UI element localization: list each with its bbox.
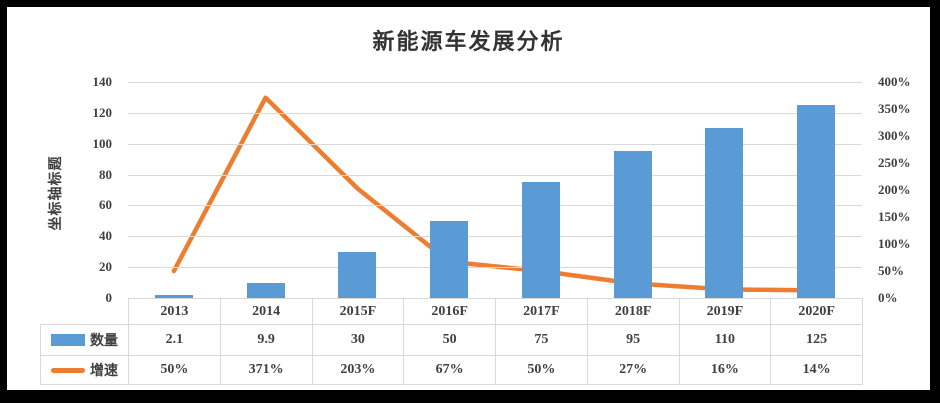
bar-2018F (613, 151, 652, 298)
value-cell: 9.9 (219, 324, 313, 356)
table-corner-cell (41, 299, 129, 325)
left-axis-tick: 140 (92, 74, 113, 89)
value-cell: 110 (678, 324, 772, 356)
left-axis-tick: 60 (99, 197, 112, 213)
table-row: 增速 50% 371% 203% 67% 50% 27% 16% 14% (40, 355, 863, 385)
category-header-cell: 2013 (128, 298, 221, 325)
category-header-cell: 2020F (770, 298, 863, 325)
bar-2020F (797, 105, 836, 298)
bar-2016F (430, 220, 469, 298)
bar-legend-swatch-icon (51, 334, 85, 346)
value-cell: 50 (403, 324, 496, 356)
line-legend-swatch-icon (51, 367, 85, 373)
bar-2019F (705, 128, 744, 298)
table-row: 数量 2.1 9.9 30 50 75 95 110 125 (40, 324, 863, 356)
right-axis-tick: 150% (878, 209, 911, 224)
value-cell: 95 (586, 324, 680, 356)
right-axis-tick: 0% (878, 290, 898, 305)
gridline (128, 174, 862, 176)
left-axis-tick: 80 (99, 166, 112, 182)
category-header-cell: 2014 (219, 298, 313, 325)
value-cell: 371% (219, 355, 313, 385)
bar-2013 (154, 294, 193, 298)
left-axis-tick: 20 (99, 259, 112, 275)
right-axis-tick: 250% (878, 155, 911, 170)
value-cell: 203% (311, 355, 405, 385)
category-header-cell: 2015F (311, 298, 405, 325)
right-axis-tick: 400% (878, 74, 911, 89)
value-cell: 50% (495, 355, 588, 385)
bar-2014 (246, 282, 285, 298)
left-axis-tick: 120 (92, 104, 113, 120)
value-cell: 27% (586, 355, 680, 385)
gridline (128, 236, 862, 238)
chart-area: 新能源车发展分析 坐标轴标题 140 120 100 80 60 40 20 0 400% 35… (7, 7, 930, 390)
gridline (128, 112, 862, 114)
left-axis-tick: 100 (92, 135, 113, 151)
series-name-label: 数量 (90, 334, 118, 349)
gridline (128, 267, 862, 269)
value-cell: 2.1 (128, 324, 221, 356)
right-axis-tick: 200% (878, 182, 911, 197)
category-header-cell: 2017F (495, 298, 588, 325)
chart-title: 新能源车发展分析 (372, 29, 565, 54)
legend-cell-quantity: 数量 (40, 324, 129, 356)
plot-area (128, 82, 862, 298)
bar-2015F (338, 251, 377, 298)
value-cell: 16% (678, 355, 772, 385)
right-axis-tick: 50% (878, 263, 904, 278)
left-axis-tick: 0 (105, 290, 113, 305)
gridline (128, 82, 862, 83)
left-axis-tick: 40 (99, 228, 112, 244)
data-table: 2013 2014 2015F 2016F 2017F 2018F 2019F 2020F 数量… (40, 298, 863, 385)
right-axis-tick: 100% (878, 236, 911, 251)
value-cell: 30 (311, 324, 405, 356)
right-axis-tick: 350% (878, 101, 911, 116)
category-header-cell: 2019F (678, 298, 772, 325)
line-chart-svg (171, 95, 819, 293)
value-cell: 125 (770, 324, 863, 356)
left-axis-title: 坐标轴标题 (49, 155, 64, 231)
gridline (128, 143, 862, 145)
category-header-cell: 2018F (586, 298, 680, 325)
series-name-label: 增速 (90, 364, 118, 379)
gridline (128, 205, 862, 207)
bar-2017F (521, 182, 560, 298)
value-cell: 75 (495, 324, 588, 356)
right-axis-tick: 300% (878, 128, 911, 143)
value-cell: 14% (770, 355, 863, 385)
legend-cell-growth: 增速 (40, 355, 129, 385)
category-header-cell: 2016F (403, 298, 496, 325)
value-cell: 67% (403, 355, 496, 385)
value-cell: 50% (128, 355, 221, 385)
